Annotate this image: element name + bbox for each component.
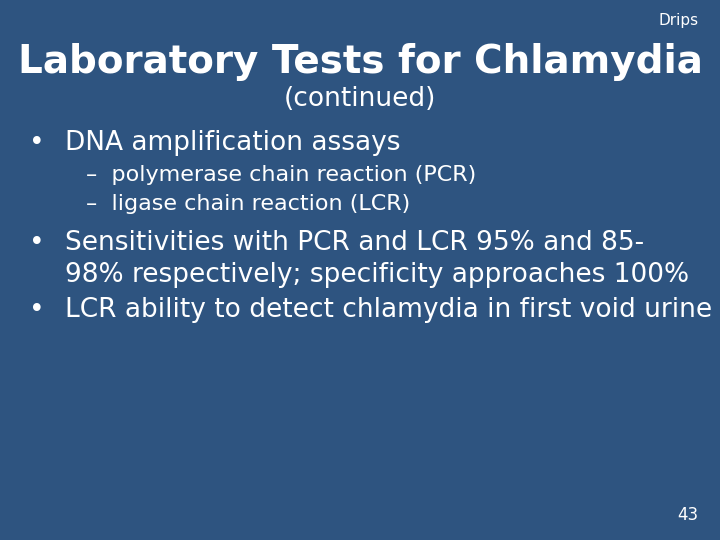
Text: –  polymerase chain reaction (PCR): – polymerase chain reaction (PCR) (86, 165, 477, 185)
Text: DNA amplification assays: DNA amplification assays (65, 130, 400, 156)
Text: 98% respectively; specificity approaches 100%: 98% respectively; specificity approaches… (65, 262, 689, 288)
Text: Sensitivities with PCR and LCR 95% and 85-: Sensitivities with PCR and LCR 95% and 8… (65, 230, 644, 255)
Text: •: • (29, 297, 45, 323)
Text: 43: 43 (678, 506, 698, 524)
Text: (continued): (continued) (284, 86, 436, 112)
Text: Drips: Drips (658, 14, 698, 29)
Text: LCR ability to detect chlamydia in first void urine: LCR ability to detect chlamydia in first… (65, 297, 712, 323)
Text: •: • (29, 230, 45, 255)
Text: –  ligase chain reaction (LCR): – ligase chain reaction (LCR) (86, 194, 410, 214)
Text: Laboratory Tests for Chlamydia: Laboratory Tests for Chlamydia (17, 43, 703, 81)
Text: •: • (29, 130, 45, 156)
